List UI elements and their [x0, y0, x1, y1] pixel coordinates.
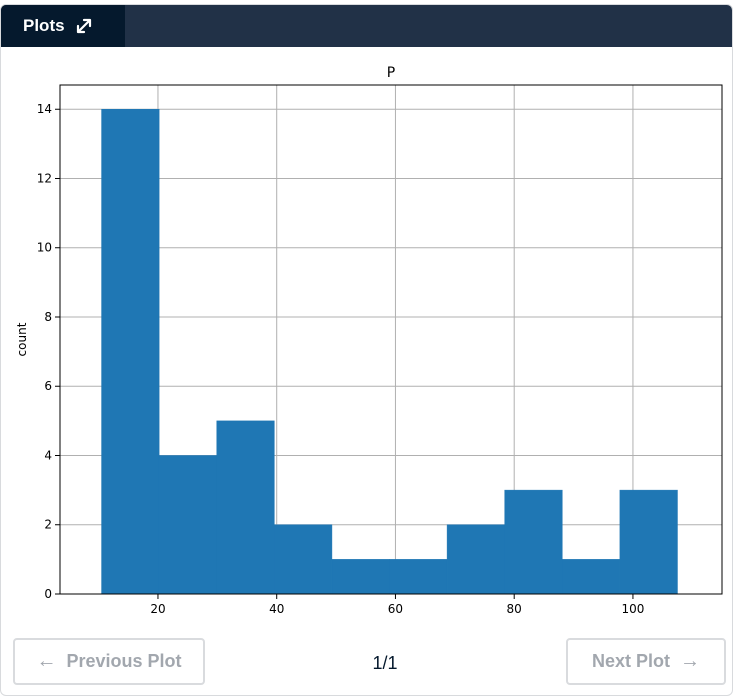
arrow-right-icon: → [680, 650, 700, 672]
x-tick-label: 20 [150, 602, 165, 616]
y-tick-label: 2 [44, 518, 52, 532]
histogram-bar [331, 559, 390, 595]
y-tick-label: 0 [44, 587, 52, 601]
histogram-chart: 20 40 60 80 100 0 2 4 6 8 10 12 14 P count [15, 65, 723, 616]
plots-panel: Plots 20 40 60 80 100 0 2 4 6 8 10 12 14 P count ← P… [0, 4, 733, 696]
next-plot-label: Next Plot [591, 651, 670, 671]
histogram-bars [101, 108, 678, 595]
histogram-bar [562, 559, 621, 595]
y-tick-label: 12 [37, 171, 52, 185]
histogram-bar [504, 489, 563, 595]
histogram-bar [158, 455, 217, 595]
y-axis-label: count [15, 322, 29, 356]
plots-header: Plots [1, 5, 732, 47]
x-tick-label: 80 [507, 602, 522, 616]
next-plot-button[interactable]: Next Plot → [566, 638, 726, 685]
x-tick-label: 40 [269, 602, 284, 616]
y-tick-label: 4 [44, 448, 52, 462]
chart-title: P [387, 65, 395, 81]
arrow-left-icon: ← [36, 650, 57, 672]
histogram-bar [216, 420, 275, 595]
y-tick-label: 10 [37, 241, 52, 255]
y-tick-label: 8 [44, 310, 52, 324]
expand-arrows-icon[interactable] [75, 17, 93, 35]
page-indicator: 1/1 [372, 653, 398, 673]
histogram-bar [274, 524, 333, 595]
plot-frame [59, 84, 723, 595]
plots-tab-label: Plots [23, 16, 65, 35]
previous-plot-label: Previous Plot [66, 651, 182, 671]
axis-ticks: 20 40 60 80 100 0 2 4 6 8 10 12 14 [37, 102, 645, 616]
y-tick-label: 14 [37, 102, 52, 116]
histogram-bar [619, 489, 678, 595]
plots-tab[interactable]: Plots [1, 5, 125, 47]
x-tick-label: 60 [388, 602, 403, 616]
x-tick-label: 100 [621, 602, 644, 616]
histogram-bar [101, 108, 160, 595]
histogram-bar [446, 524, 505, 595]
previous-plot-button[interactable]: ← Previous Plot [13, 638, 205, 685]
y-tick-label: 6 [44, 379, 52, 393]
histogram-bar [389, 559, 448, 595]
